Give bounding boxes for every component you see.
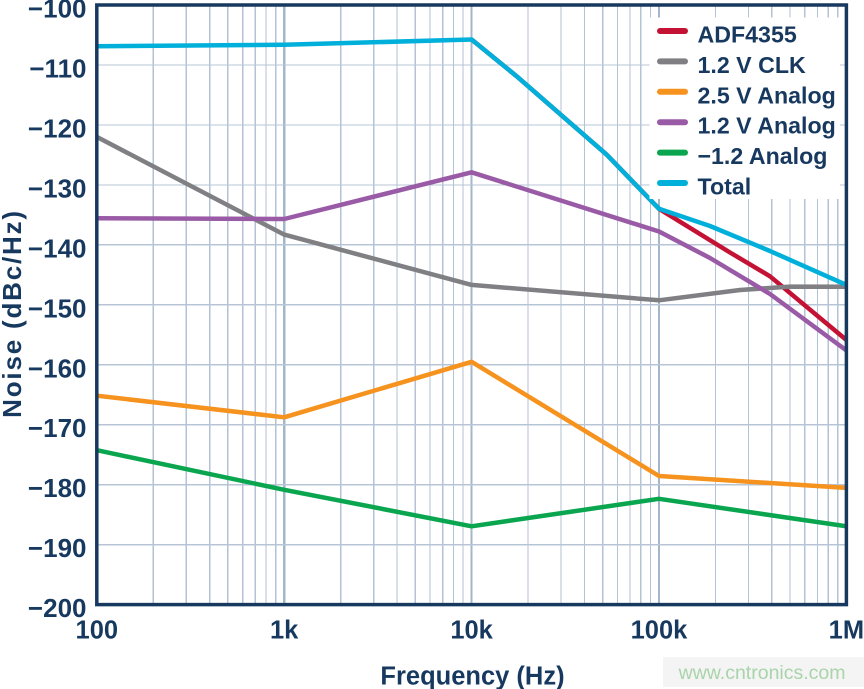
svg-text:1M: 1M (829, 617, 864, 645)
svg-text:2.5 V Analog: 2.5 V Analog (698, 82, 836, 108)
svg-text:−150: −150 (28, 293, 87, 323)
svg-text:−180: −180 (28, 473, 87, 503)
svg-text:−120: −120 (28, 113, 87, 143)
svg-text:10k: 10k (450, 617, 493, 645)
svg-text:−130: −130 (28, 173, 87, 203)
svg-text:−100: −100 (28, 0, 87, 24)
svg-text:1.2 V CLK: 1.2 V CLK (698, 52, 806, 78)
svg-text:−160: −160 (28, 353, 87, 383)
svg-text:1k: 1k (270, 617, 299, 645)
svg-text:Noise (dBc/Hz): Noise (dBc/Hz) (0, 209, 27, 418)
svg-text:100: 100 (76, 617, 119, 645)
svg-text:−190: −190 (28, 533, 87, 563)
svg-text:www.cntronics.com: www.cntronics.com (678, 662, 846, 684)
svg-text:Total: Total (698, 174, 752, 200)
svg-text:−1.2 Analog: −1.2 Analog (698, 143, 828, 169)
svg-text:1.2 V Analog: 1.2 V Analog (698, 113, 836, 139)
svg-text:−140: −140 (28, 233, 87, 263)
svg-text:ADF4355: ADF4355 (698, 22, 797, 48)
svg-text:−170: −170 (28, 413, 87, 443)
svg-text:100k: 100k (631, 617, 689, 645)
svg-text:Frequency (Hz): Frequency (Hz) (380, 662, 564, 689)
svg-text:−110: −110 (29, 54, 86, 84)
svg-text:−200: −200 (28, 593, 87, 623)
